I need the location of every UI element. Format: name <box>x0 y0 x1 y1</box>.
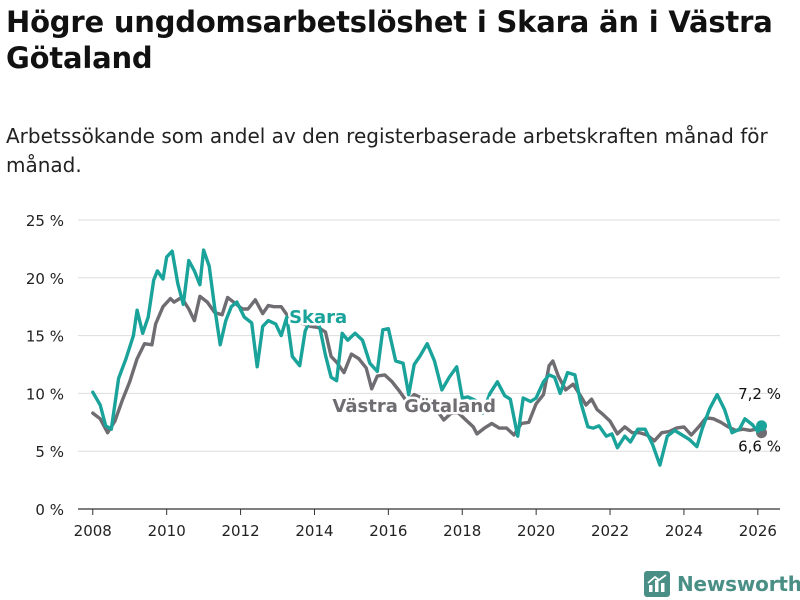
x-tick-label: 2020 <box>517 522 555 540</box>
y-tick-label: 20 % <box>26 270 64 288</box>
series-label: Västra Götaland <box>332 396 496 417</box>
x-tick-label: 2008 <box>74 522 112 540</box>
series-line-skara <box>91 248 764 467</box>
series-label: Skara <box>289 307 347 328</box>
x-tick-label: 2018 <box>443 522 481 540</box>
y-tick-label: 15 % <box>26 328 64 346</box>
x-tick-label: 2026 <box>739 522 777 540</box>
newsworthy-logo-icon <box>644 571 670 597</box>
series <box>91 248 768 467</box>
y-tick-label: 25 % <box>26 212 64 230</box>
y-tick-label: 10 % <box>26 385 64 403</box>
x-tick-label: 2022 <box>591 522 629 540</box>
series-label-halo: Skara <box>289 307 347 328</box>
end-point-marker <box>756 420 768 432</box>
end-value-label: 7,2 % <box>738 385 781 403</box>
end-value-label: 6,6 % <box>738 438 781 456</box>
chart-subtitle: Arbetssökande som andel av den registerb… <box>6 124 768 177</box>
series-line-västra-götaland <box>91 294 764 443</box>
axes: 0 % 5 % 10 % 15 % 20 % 25 % 2008 2010 2012 2014 20… <box>26 212 777 540</box>
x-tick-label: 2024 <box>665 522 703 540</box>
brand-name: Newsworthy <box>677 572 800 596</box>
brand-logo: Newsworthy <box>644 568 800 600</box>
x-tick-label: 2012 <box>221 522 259 540</box>
y-tick-label: 0 % <box>35 501 64 519</box>
y-tick-label: 5 % <box>35 443 64 461</box>
x-tick-label: 2014 <box>295 522 333 540</box>
x-tick-label: 2010 <box>148 522 186 540</box>
gridlines <box>78 219 780 510</box>
x-tick-label: 2016 <box>369 522 407 540</box>
chart-title: Högre ungdomsarbetslöshet i Skara än i V… <box>6 5 773 75</box>
series-label-halo: Västra Götaland <box>332 396 496 417</box>
